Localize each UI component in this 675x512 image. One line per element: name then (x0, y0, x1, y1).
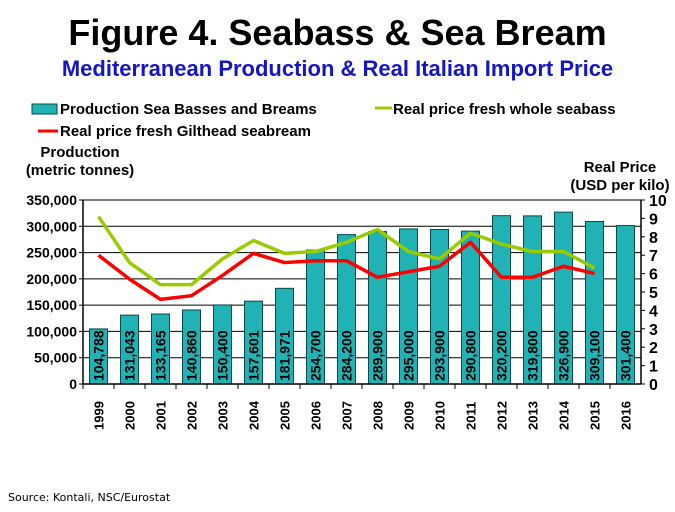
x-tick-label: 2001 (154, 401, 169, 430)
x-tick-label: 2003 (216, 401, 231, 430)
bar-data-label: 326,900 (556, 330, 572, 381)
left-axis-label: Production (40, 144, 119, 161)
right-tick-label: 4 (649, 303, 658, 320)
right-tick-label: 2 (649, 340, 658, 357)
left-tick-label: 200,000 (26, 271, 77, 287)
x-tick-label: 2012 (495, 401, 510, 430)
bar-data-label: 309,100 (587, 330, 603, 381)
right-tick-label: 5 (649, 285, 658, 302)
bar-data-label: 301,400 (618, 330, 634, 381)
bar-data-label: 254,700 (308, 330, 324, 381)
x-tick-label: 2015 (588, 401, 603, 430)
right-tick-label: 6 (649, 267, 658, 284)
right-tick-label: 1 (649, 359, 658, 376)
bar-data-label: 157,601 (246, 330, 262, 381)
line-series-seabass (97, 215, 596, 287)
x-tick-label: 2002 (185, 401, 200, 430)
bar-data-label: 104,788 (91, 330, 107, 381)
right-tick-label: 10 (649, 193, 667, 210)
x-tick-label: 2010 (433, 401, 448, 430)
source-note: Source: Kontali, NSC/Eurostat (8, 491, 171, 504)
left-axis-label: (metric tonnes) (26, 162, 134, 179)
legend-label-production: Production Sea Basses and Breams (60, 101, 317, 118)
right-tick-label: 8 (649, 230, 658, 247)
bar-data-label: 284,200 (339, 330, 355, 381)
left-tick-label: 250,000 (26, 245, 77, 261)
x-tick-label: 2006 (309, 401, 324, 430)
x-tick-label: 2004 (247, 400, 262, 430)
left-tick-label: 100,000 (26, 323, 77, 339)
x-tick-label: 2000 (123, 401, 138, 430)
right-axis-label: Real Price (584, 159, 657, 176)
bar-data-label: 320,200 (494, 330, 510, 381)
left-tick-label: 150,000 (26, 297, 77, 313)
left-tick-label: 50,000 (34, 350, 77, 366)
chart-title: Figure 4. Seabass & Sea Bream (68, 12, 607, 53)
x-tick-label: 2014 (557, 400, 572, 430)
bar-data-label: 131,043 (122, 330, 138, 381)
left-tick-label: 300,000 (26, 218, 77, 234)
bar-data-label: 181,971 (277, 330, 293, 381)
legend-label-seabream: Real price fresh Gilthead seabream (60, 123, 311, 140)
bar-data-label: 140,860 (184, 330, 200, 381)
bar-data-label: 133,165 (153, 330, 169, 381)
x-tick-label: 2008 (371, 401, 386, 430)
right-axis-label: (USD per kilo) (570, 177, 669, 194)
x-tick-label: 2013 (526, 401, 541, 430)
x-tick-label: 1999 (92, 401, 107, 430)
line-series-seabream (97, 240, 595, 302)
chart-subtitle: Mediterranean Production & Real Italian … (61, 56, 614, 81)
left-tick-label: 350,000 (26, 192, 77, 208)
right-tick-label: 0 (649, 377, 658, 394)
x-tick-label: 2005 (278, 401, 293, 430)
legend-swatch-production (31, 103, 58, 115)
bar-data-label: 290,800 (463, 330, 479, 381)
x-tick-label: 2011 (464, 402, 479, 430)
bar-data-label: 289,900 (370, 330, 386, 381)
left-tick-label: 0 (69, 376, 77, 392)
bar-data-label: 293,900 (432, 330, 448, 381)
right-tick-label: 9 (649, 211, 658, 228)
bar-data-label: 319,800 (525, 330, 541, 381)
bar-data-label: 295,000 (401, 330, 417, 381)
x-tick-label: 2007 (340, 401, 355, 430)
right-tick-label: 7 (649, 248, 658, 265)
legend-label-seabass: Real price fresh whole seabass (393, 101, 616, 118)
bar-data-label: 150,400 (215, 330, 231, 381)
right-tick-label: 3 (649, 322, 658, 339)
x-tick-label: 2016 (619, 401, 634, 430)
x-tick-label: 2009 (402, 401, 417, 430)
